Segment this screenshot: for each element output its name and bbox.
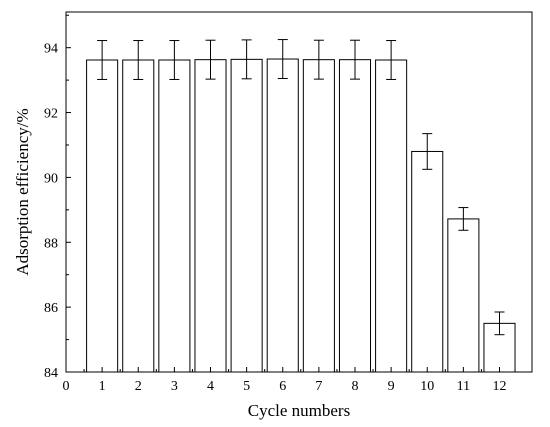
error-bar-3 <box>169 40 180 80</box>
error-bar-8 <box>349 39 360 80</box>
error-bar-1 <box>97 40 108 80</box>
bar-2 <box>122 59 155 373</box>
error-bar-4 <box>205 39 216 80</box>
bars-group <box>86 58 516 373</box>
y-tick-label: 84 <box>44 366 58 381</box>
x-tick-label: 7 <box>315 379 322 394</box>
bar-1 <box>86 59 119 373</box>
x-axis-label: Cycle numbers <box>248 401 350 420</box>
y-tick-label: 88 <box>44 236 58 251</box>
error-bar-10 <box>422 133 433 170</box>
x-tick-label: 2 <box>135 379 142 394</box>
y-axis-ticks: 84 86 88 90 92 94 <box>44 14 71 381</box>
y-tick-label: 92 <box>44 107 58 122</box>
y-tick-label: 94 <box>44 42 58 57</box>
plot-frame <box>65 11 533 373</box>
bar-9 <box>375 59 408 373</box>
x-tick-label: 8 <box>351 379 358 394</box>
error-bar-6 <box>277 39 288 79</box>
bar-10 <box>411 150 444 373</box>
error-bar-9 <box>386 40 397 80</box>
x-tick-label: 1 <box>99 379 106 394</box>
x-tick-label: 4 <box>207 379 214 394</box>
x-tick-label: 5 <box>243 379 250 394</box>
x-tick-label: 3 <box>171 379 178 394</box>
y-tick-label: 86 <box>44 301 58 316</box>
bar-5 <box>230 58 263 373</box>
x-tick-label: 0 <box>63 379 70 394</box>
bar-4 <box>194 59 227 373</box>
error-bar-11 <box>458 207 469 231</box>
bar-7 <box>302 59 335 373</box>
error-bar-7 <box>313 39 324 80</box>
x-tick-label: 10 <box>420 379 434 394</box>
error-bar-5 <box>241 39 252 80</box>
bar-6 <box>266 58 299 373</box>
bar-3 <box>158 59 191 373</box>
y-tick-label: 90 <box>44 171 58 186</box>
bar-8 <box>338 59 372 373</box>
bar-11 <box>447 218 480 373</box>
y-axis-label: Adsorption efficiency/% <box>13 108 32 275</box>
x-tick-label: 11 <box>457 379 470 394</box>
error-bar-12 <box>494 311 505 336</box>
x-tick-label: 6 <box>279 379 286 394</box>
error-bar-2 <box>133 40 144 80</box>
x-tick-label: 9 <box>388 379 395 394</box>
x-tick-label: 12 <box>492 379 506 394</box>
error-bars-group <box>97 39 505 336</box>
x-axis-ticks: 0 1 2 3 4 5 6 7 8 9 10 11 12 <box>63 367 506 394</box>
